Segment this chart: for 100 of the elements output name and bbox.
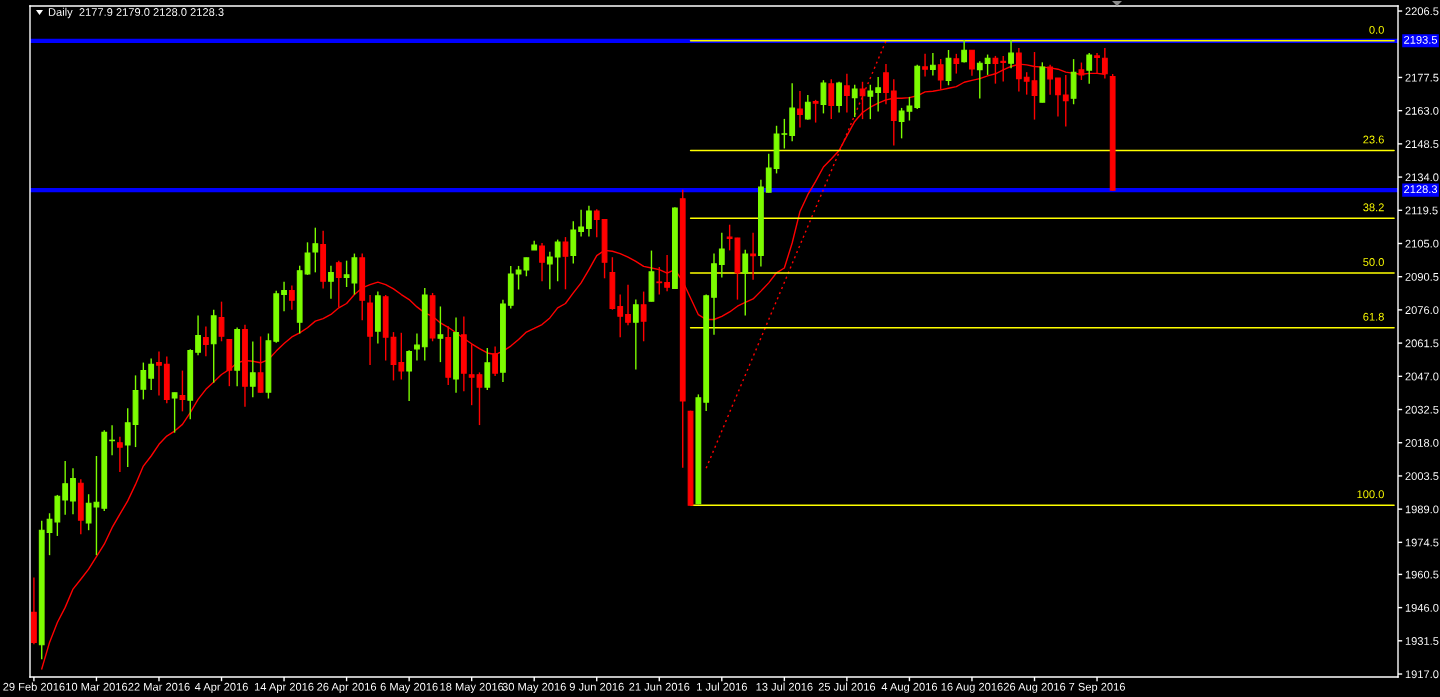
y-tick-label: 2177.5 xyxy=(1405,73,1439,82)
candlestick xyxy=(969,49,975,77)
candlestick xyxy=(961,39,968,64)
candlestick xyxy=(148,357,155,391)
y-tick-label: 1917.0 xyxy=(1405,670,1439,679)
candlestick xyxy=(218,300,225,342)
candlestick xyxy=(1086,52,1093,85)
candlestick xyxy=(335,259,342,308)
y-tick-label: 2090.5 xyxy=(1405,272,1439,281)
candlestick xyxy=(664,254,670,293)
candlestick xyxy=(288,284,295,311)
candlestick xyxy=(828,78,835,120)
chart-title: Daily 2177.9 2179.0 2128.0 2128.3 xyxy=(48,7,224,19)
candlestick xyxy=(922,53,928,78)
y-tick-label: 1960.5 xyxy=(1405,570,1439,579)
candlestick xyxy=(953,53,960,75)
candlestick xyxy=(656,266,663,296)
y-tick-label: 2061.5 xyxy=(1405,339,1439,348)
candlestick xyxy=(625,284,631,326)
candlestick xyxy=(171,391,178,434)
candlestick xyxy=(945,49,952,86)
candlestick xyxy=(437,305,444,363)
y-tick-label: 2018.0 xyxy=(1405,438,1439,447)
x-tick-label: 26 Apr 2016 xyxy=(317,682,377,693)
candlestick xyxy=(859,81,866,120)
y-tick-label: 1946.0 xyxy=(1405,603,1439,612)
x-tick-label: 25 Jul 2016 xyxy=(818,682,876,691)
candlestick xyxy=(124,407,131,468)
candlestick xyxy=(929,52,936,77)
x-tick-label: 29 Feb 2016 xyxy=(3,682,65,691)
y-tick-label: 2148.5 xyxy=(1405,140,1439,148)
candlestick xyxy=(804,94,811,121)
candlestick xyxy=(586,205,592,238)
y-tick-label: 2119.5 xyxy=(1405,206,1438,215)
y-tick-label: 2047.0 xyxy=(1405,372,1439,381)
x-tick-label: 6 May 2016 xyxy=(380,682,438,693)
x-tick-label: 21 Jun 2016 xyxy=(629,682,690,691)
x-tick-label: 10 Mar 2016 xyxy=(66,682,128,691)
candlestick xyxy=(179,369,186,413)
series-label: 100.0 xyxy=(1357,490,1384,499)
y-tick-label: 1989.0 xyxy=(1405,505,1439,514)
candlestick xyxy=(539,242,545,282)
x-tick-label: 7 Sep 2016 xyxy=(1069,682,1125,693)
series-label: 23.6 xyxy=(1363,135,1384,144)
candlestick xyxy=(718,232,725,279)
y-tick-label: 1974.5 xyxy=(1405,538,1439,547)
candlestick xyxy=(820,79,827,115)
candlestick xyxy=(851,84,858,118)
candlestick xyxy=(249,340,256,398)
y-tick-label: 2163.0 xyxy=(1405,106,1439,115)
x-tick-label: 1 Jul 2016 xyxy=(697,682,747,691)
x-tick-label: 9 Jun 2016 xyxy=(569,682,624,691)
candlestick xyxy=(116,436,123,473)
x-tick-label: 30 May 2016 xyxy=(502,682,566,693)
candlestick xyxy=(406,349,413,402)
candlestick xyxy=(812,99,819,124)
candlestick xyxy=(1055,77,1061,118)
series-label: 38.2 xyxy=(1363,203,1384,212)
ref-line-label: 2128.3 xyxy=(1404,185,1438,194)
series-label: 0.0 xyxy=(1369,25,1384,34)
candlestick xyxy=(62,460,69,516)
candlestick xyxy=(797,90,803,129)
candlestick xyxy=(257,335,264,394)
x-tick-label: 4 Apr 2016 xyxy=(194,682,248,693)
candlestick xyxy=(578,209,585,238)
candlestick xyxy=(1062,74,1069,128)
candlestick xyxy=(554,238,561,282)
candlestick xyxy=(1023,71,1030,96)
candlestick xyxy=(640,290,647,342)
candlestick xyxy=(843,73,850,114)
y-tick-label: 2206.5 xyxy=(1405,7,1439,16)
candlestick xyxy=(492,345,499,377)
candlestick xyxy=(836,81,842,114)
x-tick-label: 22 Mar 2016 xyxy=(128,682,190,691)
candlestick xyxy=(398,332,405,381)
y-tick-label: 1931.5 xyxy=(1405,637,1439,645)
candlestick xyxy=(984,53,991,76)
candlestick xyxy=(593,208,600,238)
candlestick xyxy=(140,361,147,401)
x-tick-label: 14 Apr 2016 xyxy=(254,682,314,693)
series-label: 50.0 xyxy=(1363,258,1384,266)
candlestick xyxy=(742,248,749,317)
x-tick-label: 18 May 2016 xyxy=(440,682,504,693)
ref-line-label: 2193.5 xyxy=(1404,35,1438,44)
candlestick xyxy=(562,236,569,290)
candlestick xyxy=(281,281,287,312)
candlestick xyxy=(546,251,553,290)
candlestick xyxy=(875,76,882,113)
x-tick-label: 26 Aug 2016 xyxy=(1003,682,1066,693)
y-tick-label: 2003.5 xyxy=(1405,472,1439,481)
y-tick-label: 2076.0 xyxy=(1405,306,1439,315)
y-tick-label: 2032.5 xyxy=(1405,405,1439,414)
candlestick xyxy=(202,325,209,357)
candlestick xyxy=(750,232,756,281)
candlestick xyxy=(156,350,162,397)
candlestick xyxy=(195,314,201,356)
candlestick xyxy=(1008,39,1014,69)
y-tick-label: 2105.0 xyxy=(1405,239,1439,248)
candlestick xyxy=(70,467,76,515)
candlestick xyxy=(617,293,624,338)
